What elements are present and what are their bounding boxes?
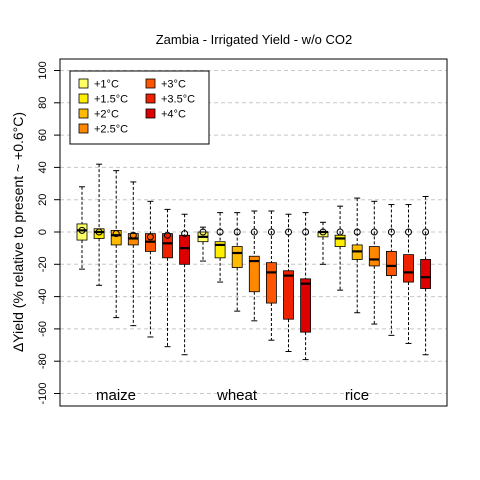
y-tick-label: 60	[37, 129, 49, 141]
legend-swatch	[145, 108, 156, 119]
group-label-wheat: wheat	[216, 387, 258, 404]
legend-label: +2°C	[94, 109, 119, 121]
mean-marker	[146, 233, 154, 241]
box-plot	[231, 212, 243, 312]
box-plot	[248, 210, 260, 322]
legend-swatch	[78, 93, 89, 104]
box	[334, 234, 346, 247]
mean-marker	[387, 228, 395, 236]
chart-title: Zambia - Irrigated Yield - w/o CO2	[156, 32, 353, 47]
y-tick-label: 100	[37, 61, 49, 79]
box	[248, 255, 260, 293]
y-tick-label: -80	[37, 353, 49, 369]
mean-marker	[336, 228, 344, 236]
box-plot	[300, 212, 312, 361]
box-plot	[283, 213, 294, 353]
y-axis-label: ΔYield (% relative to present ~ +0.6°C)	[10, 112, 26, 352]
box-plot	[179, 213, 191, 356]
group-labels: maize wheat rice	[96, 387, 369, 404]
box-plot	[334, 205, 346, 291]
box	[231, 246, 243, 268]
legend-label: +3°C	[161, 79, 186, 91]
box	[93, 228, 105, 239]
box-plot	[403, 204, 414, 344]
y-tick-label: -100	[37, 382, 49, 404]
legend-label: +1°C	[94, 79, 119, 91]
box-plot	[214, 212, 226, 283]
legend-swatch	[78, 123, 89, 134]
y-tick-label: -60	[37, 321, 49, 337]
legend-label: +1.5°C	[94, 94, 128, 106]
legend: +1°C +1.5°C +2°C +2.5°C +3°C +3.5°C +4°C	[69, 70, 210, 145]
legend-swatch	[145, 93, 156, 104]
mean-marker	[233, 228, 241, 236]
box-plot	[76, 186, 88, 270]
group-label-rice: rice	[345, 387, 369, 404]
mean-marker	[422, 228, 430, 236]
legend-label: +2.5°C	[94, 124, 128, 136]
legend-swatch	[78, 108, 89, 119]
box-plot	[265, 210, 277, 341]
y-tick-label: 80	[37, 97, 49, 109]
legend-swatch	[145, 78, 156, 89]
box	[300, 278, 312, 333]
mean-marker	[267, 228, 275, 236]
mean-marker	[164, 231, 171, 239]
y-tick-label: 40	[37, 161, 49, 173]
group-label-maize: maize	[96, 387, 136, 404]
box-plot	[127, 181, 139, 327]
mean-marker	[285, 228, 292, 236]
box-plot	[368, 200, 380, 325]
mean-marker	[95, 228, 103, 236]
mean-marker	[250, 228, 258, 236]
box-plot	[385, 204, 397, 336]
mean-marker	[216, 228, 224, 236]
mean-marker	[112, 230, 120, 238]
box	[162, 233, 173, 259]
y-tick-label: 20	[37, 194, 49, 206]
box	[265, 262, 277, 304]
y-tick-label: -20	[37, 256, 49, 272]
box	[283, 270, 294, 320]
box-plot	[420, 195, 432, 356]
mean-marker	[302, 228, 310, 236]
box	[385, 250, 397, 277]
box-plot	[317, 221, 329, 265]
legend-label: +4°C	[161, 109, 186, 121]
legend-frame	[69, 70, 210, 145]
box	[76, 223, 88, 241]
box	[179, 234, 191, 265]
mean-marker	[353, 228, 361, 236]
box-plot	[162, 208, 173, 348]
mean-marker	[370, 228, 378, 236]
mean-marker	[405, 228, 412, 236]
mean-marker	[199, 228, 207, 236]
legend-swatch	[78, 78, 89, 89]
y-tick-label: -40	[37, 289, 49, 305]
box	[368, 246, 380, 267]
box-plots	[76, 163, 432, 361]
box	[420, 259, 432, 289]
box-plot	[110, 170, 122, 319]
box	[214, 241, 226, 259]
box	[110, 229, 122, 246]
mean-marker	[181, 230, 189, 238]
mean-marker	[319, 228, 327, 236]
legend-label: +3.5°C	[161, 94, 195, 106]
box-plot	[197, 226, 209, 262]
y-axis: -100 -80 -60 -40 -20 0 20 40 60 80 100	[37, 59, 61, 405]
box-plot	[144, 200, 156, 338]
mean-marker	[78, 226, 86, 234]
box	[403, 254, 414, 283]
y-tick-label: 0	[37, 229, 49, 235]
box-plot	[93, 163, 105, 286]
mean-marker	[129, 231, 137, 239]
box-plot	[351, 197, 363, 314]
